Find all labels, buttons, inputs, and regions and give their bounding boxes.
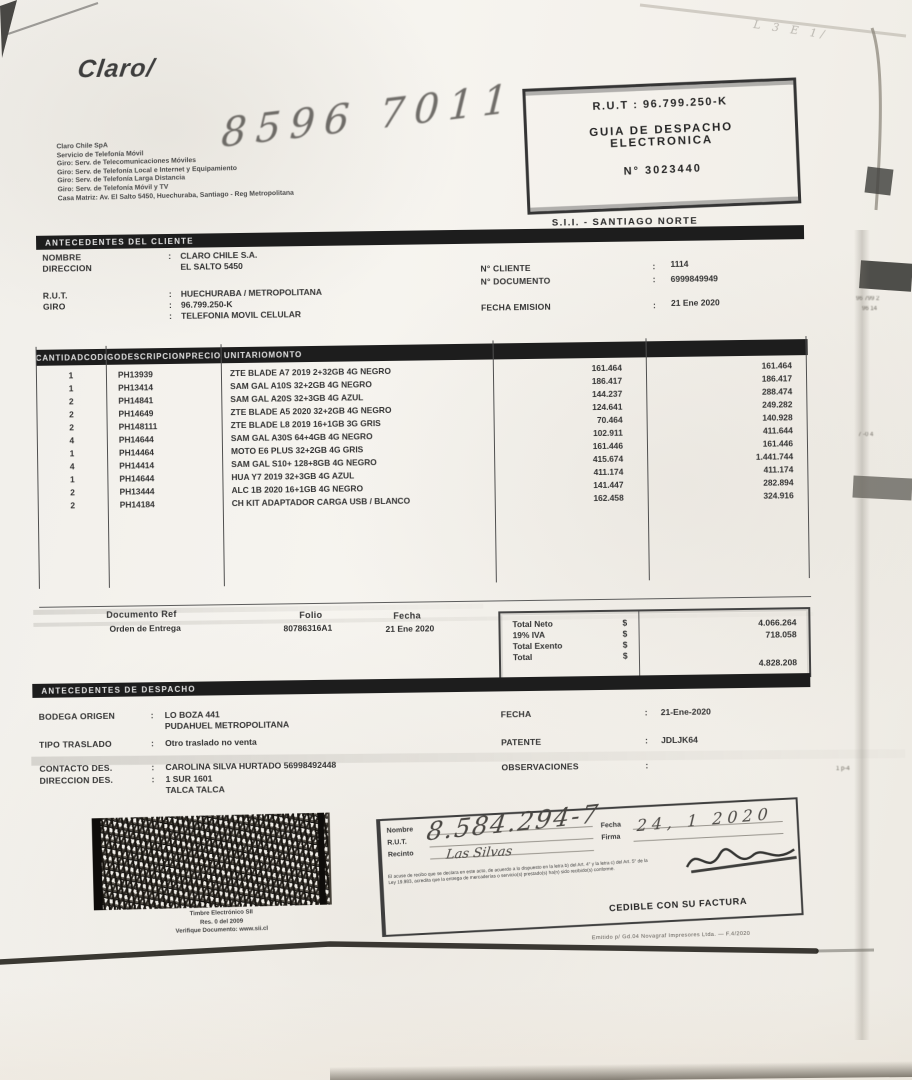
background-sheet-bar bbox=[864, 166, 894, 196]
reception-box: Nombre R.U.T. Recinto Fecha Firma 8.584.… bbox=[376, 797, 804, 938]
background-sheet-text: 96 799 2 bbox=[856, 296, 880, 302]
signature-scribble bbox=[685, 848, 797, 874]
sheet-gap-shadow bbox=[854, 230, 870, 1040]
background-sheet-text: 7 -0 4 bbox=[858, 432, 874, 438]
background-sheet-text: 96 14 bbox=[862, 306, 878, 312]
background-sheet-text: 1 p-4 bbox=[836, 766, 850, 772]
